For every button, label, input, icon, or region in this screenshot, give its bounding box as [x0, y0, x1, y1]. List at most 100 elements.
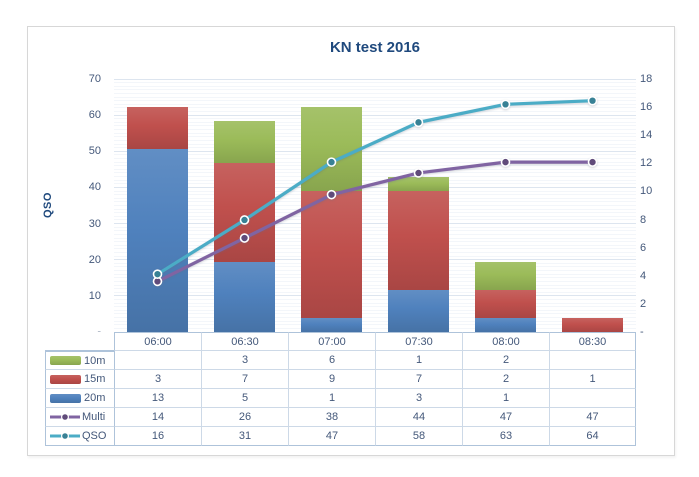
minor-gridline [114, 237, 636, 239]
major-gridline [114, 78, 636, 80]
table-value-cell: 1 [549, 370, 636, 389]
right-axis-tick: 14 [640, 129, 653, 142]
marker-qso [500, 99, 511, 110]
major-gridline [114, 186, 636, 188]
minor-gridline [114, 291, 636, 293]
legend-label: 10m [84, 354, 106, 367]
left-axis-tick: 30 [88, 217, 101, 230]
marker-qso [326, 157, 337, 167]
table-value-cell: 7 [375, 370, 462, 389]
legend-label: 15m [84, 373, 106, 385]
bar-segment-20m [301, 317, 362, 332]
chart-title: KN test 2016 [329, 39, 421, 56]
category-header-cell: 07:00 [288, 332, 375, 351]
major-gridline [114, 150, 636, 152]
minor-gridline [114, 168, 636, 170]
minor-gridline [114, 132, 636, 134]
minor-gridline [114, 324, 636, 326]
major-gridline [114, 114, 636, 116]
legend-line-swatch-qso [50, 431, 80, 441]
minor-gridline [114, 251, 636, 253]
table-value-cell: 63 [462, 427, 549, 446]
left-axis-tick: 70 [88, 73, 101, 85]
minor-gridline [114, 154, 636, 156]
marker-multi [239, 233, 250, 243]
right-axis-tick: 18 [640, 73, 653, 85]
marker-multi [500, 157, 511, 167]
left-axis-tick: 60 [88, 109, 101, 122]
table-value-cell: 1 [462, 389, 549, 408]
marker-multi [413, 168, 424, 178]
minor-gridline [114, 262, 636, 264]
minor-gridline [114, 215, 636, 217]
minor-gridline [114, 327, 636, 329]
right-axis-tick: 6 [640, 241, 647, 254]
category-header-cell: 06:30 [201, 332, 288, 351]
minor-gridline [114, 266, 636, 268]
legend-cell-qso: QSO [45, 427, 114, 446]
table-value-cell: 3 [114, 370, 201, 389]
minor-gridline [114, 233, 636, 235]
category-header-cell: 08:30 [549, 332, 636, 351]
line-series-layer [152, 95, 598, 287]
line-multi [156, 160, 593, 283]
minor-gridline [114, 158, 636, 159]
table-value-cell: 5 [201, 389, 288, 408]
minor-gridline [114, 172, 636, 174]
minor-gridline [114, 129, 636, 131]
right-axis-tick: 10 [640, 185, 653, 198]
category-header-cell: 06:00 [114, 332, 201, 351]
table-value-cell: 47 [549, 408, 636, 427]
minor-gridline [114, 208, 636, 210]
legend-cell-15m: 15m [45, 370, 114, 389]
bar-segment-15m [127, 107, 188, 150]
table-value-cell: 3 [201, 351, 288, 370]
category-header-cell: 08:00 [462, 332, 549, 351]
table-value-cell: 1 [288, 389, 375, 408]
table-value-cell: 14 [114, 408, 201, 427]
left-axis-tick: 40 [88, 181, 101, 194]
gridlines [114, 78, 636, 333]
table-value-cell: 9 [288, 370, 375, 389]
minor-gridline [114, 197, 636, 199]
table-value-cell: 2 [462, 351, 549, 370]
minor-gridline [114, 176, 636, 178]
stacked-bars [114, 79, 636, 332]
bar-segment-10m [388, 177, 449, 192]
legend-label: Multi [82, 411, 106, 423]
legend-swatch-15m [50, 374, 81, 384]
table-value-cell: 13 [114, 389, 201, 408]
legend-cell-20m: 20m [45, 389, 114, 408]
minor-gridline [114, 161, 636, 163]
minor-gridline [114, 147, 636, 149]
minor-gridline [114, 100, 636, 102]
major-gridline [114, 223, 636, 225]
legend-cell-multi: Multi [45, 408, 114, 427]
minor-gridline [114, 302, 636, 304]
marker-multi [326, 189, 337, 200]
minor-gridline [114, 179, 636, 181]
minor-gridline [114, 201, 636, 203]
marker-qso [152, 269, 163, 279]
minor-gridline [114, 309, 636, 311]
table-value-cell: 26 [201, 408, 288, 427]
table-value-cell: 44 [375, 408, 462, 427]
left-axis-tick: 50 [88, 145, 101, 158]
marker-qso [413, 117, 424, 128]
minor-gridline [114, 320, 636, 322]
minor-gridline [114, 96, 636, 98]
minor-gridline [114, 85, 636, 87]
minor-gridline [114, 89, 636, 91]
legend-label: 20m [84, 392, 106, 404]
minor-gridline [114, 317, 636, 319]
bar-segment-15m [562, 317, 623, 332]
minor-gridline [114, 136, 636, 138]
minor-gridline [114, 255, 636, 257]
minor-gridline [114, 121, 636, 123]
marker-qso [587, 95, 598, 106]
table-value-cell: 38 [288, 408, 375, 427]
minor-gridline [114, 103, 636, 105]
table-value-cell: 31 [201, 427, 288, 446]
minor-gridline [114, 111, 636, 113]
